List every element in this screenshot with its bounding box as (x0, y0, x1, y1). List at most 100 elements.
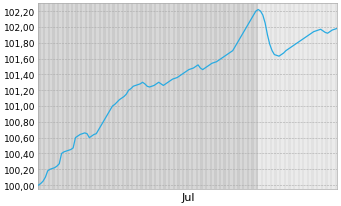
Bar (177, 4, 180, 189)
Bar (147, 4, 149, 189)
Bar (307, 4, 309, 189)
Bar (235, 4, 237, 189)
Bar (193, 4, 196, 189)
Bar (228, 4, 231, 189)
Bar (254, 4, 256, 189)
Bar (83, 4, 85, 189)
Bar (251, 4, 254, 189)
Bar (110, 4, 113, 189)
Bar (39, 4, 41, 189)
Bar (94, 4, 96, 189)
Bar (258, 4, 261, 189)
Bar (210, 4, 212, 189)
Bar (173, 4, 175, 189)
Bar (105, 4, 108, 189)
Bar (48, 4, 50, 189)
Bar (263, 4, 265, 189)
Bar (325, 4, 328, 189)
Bar (159, 4, 161, 189)
Bar (286, 4, 288, 189)
Bar (207, 4, 210, 189)
Bar (221, 4, 223, 189)
Bar (332, 4, 335, 189)
Bar (66, 4, 69, 189)
Bar (45, 4, 48, 189)
Bar (277, 4, 279, 189)
Bar (261, 4, 263, 189)
Bar (133, 4, 136, 189)
Bar (166, 4, 168, 189)
Bar (143, 4, 145, 189)
Bar (85, 4, 87, 189)
Bar (75, 4, 78, 189)
Bar (140, 4, 143, 189)
Bar (198, 4, 201, 189)
Bar (57, 4, 59, 189)
Bar (184, 4, 187, 189)
Bar (69, 4, 71, 189)
Bar (170, 4, 173, 189)
Bar (323, 4, 325, 189)
Bar (272, 4, 275, 189)
Bar (201, 4, 203, 189)
Bar (127, 4, 129, 189)
Bar (175, 4, 177, 189)
Bar (288, 4, 291, 189)
Bar (122, 4, 124, 189)
Bar (337, 4, 339, 189)
Bar (113, 4, 115, 189)
Bar (311, 4, 314, 189)
Bar (223, 4, 226, 189)
Bar (279, 4, 281, 189)
Bar (196, 4, 198, 189)
Bar (73, 4, 75, 189)
Bar (80, 4, 83, 189)
Bar (64, 4, 66, 189)
Bar (78, 4, 80, 189)
Bar (71, 4, 73, 189)
Bar (321, 4, 323, 189)
Bar (131, 4, 133, 189)
Bar (205, 4, 207, 189)
Bar (335, 4, 337, 189)
Bar (219, 4, 221, 189)
Bar (163, 4, 166, 189)
Bar (305, 4, 307, 189)
Bar (247, 4, 249, 189)
Bar (117, 4, 119, 189)
Bar (145, 4, 147, 189)
Bar (293, 4, 295, 189)
Bar (161, 4, 163, 189)
Bar (149, 4, 152, 189)
Bar (316, 4, 318, 189)
Bar (309, 4, 311, 189)
Bar (92, 4, 94, 189)
Bar (270, 4, 272, 189)
Bar (99, 4, 101, 189)
Bar (328, 4, 330, 189)
Bar (281, 4, 284, 189)
Bar (157, 4, 159, 189)
Bar (124, 4, 127, 189)
Bar (89, 4, 92, 189)
Bar (302, 4, 305, 189)
Bar (214, 4, 217, 189)
Bar (295, 4, 297, 189)
Bar (244, 4, 247, 189)
Bar (267, 4, 270, 189)
Bar (168, 4, 170, 189)
Bar (265, 4, 267, 189)
Bar (154, 4, 157, 189)
Bar (297, 4, 300, 189)
Bar (41, 4, 43, 189)
Bar (182, 4, 184, 189)
Bar (330, 4, 332, 189)
Bar (291, 4, 293, 189)
Bar (55, 4, 57, 189)
Bar (231, 4, 233, 189)
Bar (189, 4, 191, 189)
Bar (203, 4, 205, 189)
Bar (275, 4, 277, 189)
Bar (187, 4, 189, 189)
Bar (180, 4, 182, 189)
